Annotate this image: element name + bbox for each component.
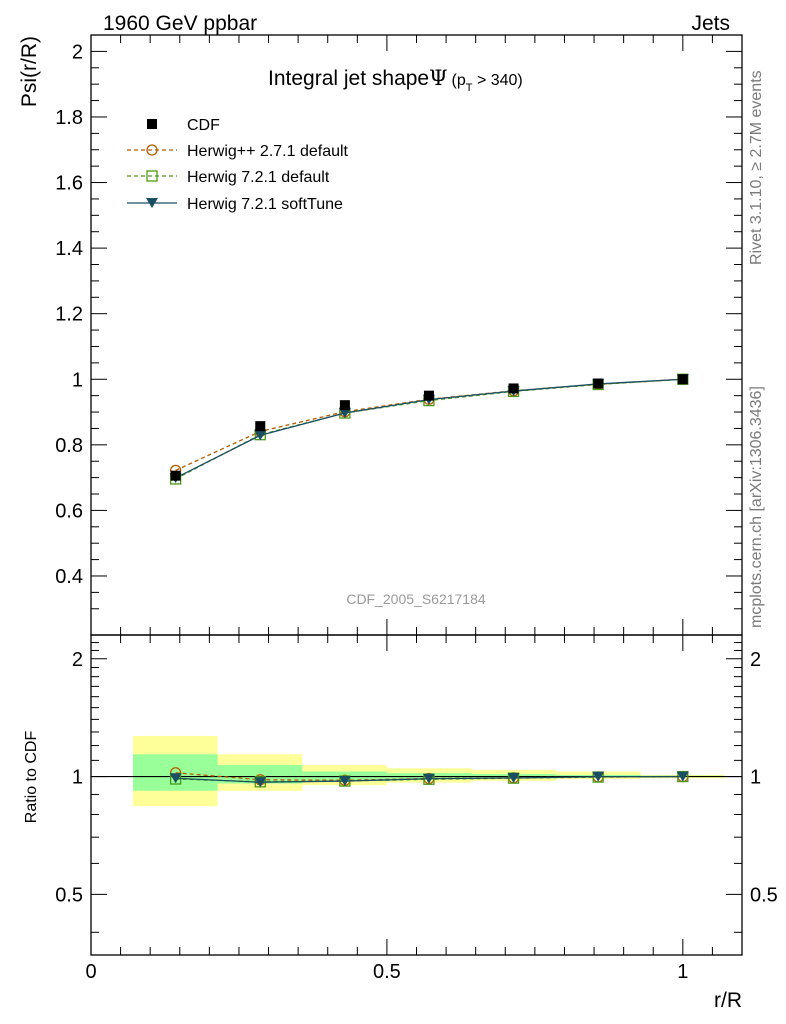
ratio-point-herwig-7-2-1-softtune xyxy=(254,777,267,788)
header-process-label: Jets xyxy=(691,12,730,35)
point-cdf xyxy=(677,374,688,385)
ratio-ytick-label-right: 0.5 xyxy=(750,884,778,906)
axis-ticks xyxy=(90,35,743,955)
ratio-y-axis-label: Ratio to CDF xyxy=(23,731,40,824)
ratio-point-herwig-7-2-1-softtune xyxy=(676,771,689,782)
legend-label-herwig-7-2-1-softtune: Herwig 7.2.1 softTune xyxy=(187,196,343,213)
main-ytick-label: 1.4 xyxy=(55,238,83,260)
title-main: Integral jet shape xyxy=(268,67,429,90)
axis-tick-labels: 0.4 0.6 0.8 1 1.2 1.4 1.6 1.8 2 0 0.5 1 0.5 0.5 1 1 2 2 xyxy=(55,41,778,983)
ratio-point-herwig-7-2-1-softtune xyxy=(338,776,351,787)
analysis-watermark: CDF_2005_S6217184 xyxy=(346,591,486,607)
band-green-0 xyxy=(133,754,218,791)
xtick-label: 1 xyxy=(677,961,688,983)
main-ytick-label: 1 xyxy=(72,369,83,391)
title-psi-symbol: Ψ xyxy=(429,66,447,90)
rivet-version-label: Rivet 3.1.10, ≥ 2.7M events xyxy=(748,70,765,265)
main-ytick-label: 1.6 xyxy=(55,173,83,195)
main-ytick-label: 0.6 xyxy=(55,500,83,522)
point-herwig-7-2-1-softtune xyxy=(338,408,351,419)
ratio-uncertainty-bands xyxy=(133,735,725,807)
title-pt-open: (p xyxy=(452,72,466,89)
point-cdf xyxy=(593,378,604,389)
point-cdf xyxy=(170,470,181,481)
ratio-point-herwig-7-2-1-softtune xyxy=(507,772,520,783)
main-ytick-label: 0.4 xyxy=(55,566,83,588)
x-axis-label: r/R xyxy=(714,989,742,1012)
legend-marker-cdf xyxy=(147,119,157,129)
title-pt-sub: T xyxy=(466,82,473,94)
mcplots-label: mcplots.cern.ch [arXiv:1306.3436] xyxy=(748,386,765,628)
ratio-point-herwig-7-2-1-softtune xyxy=(169,773,182,784)
ratio-ytick-label: 1 xyxy=(72,767,83,789)
ratio-ytick-label: 2 xyxy=(72,649,83,671)
ratio-ytick-label-right: 1 xyxy=(750,767,761,789)
point-cdf xyxy=(339,400,350,411)
point-cdf xyxy=(423,390,434,401)
legend-label-herwig-2-7-1-default: Herwig++ 2.7.1 default xyxy=(187,143,349,160)
ratio-point-herwig-7-2-1-softtune xyxy=(592,771,605,782)
main-ytick-label: 2 xyxy=(72,41,83,63)
xtick-label: 0 xyxy=(85,961,96,983)
ratio-ytick-label: 0.5 xyxy=(55,884,83,906)
point-cdf xyxy=(255,421,266,432)
point-cdf xyxy=(508,383,519,394)
xtick-label: 0.5 xyxy=(373,961,401,983)
point-herwig-7-2-1-softtune xyxy=(254,430,267,441)
y-axis-label: Psi(r/R) xyxy=(18,36,41,107)
legend-label-herwig-7-2-1-default: Herwig 7.2.1 default xyxy=(187,169,330,186)
legend-marker-herwig-2-7-1-default xyxy=(146,144,158,156)
title-pt-close: > 340) xyxy=(473,72,523,89)
header-energy-label: 1960 GeV ppbar xyxy=(103,12,257,35)
chart-title: Integral jet shapeΨ (pT > 340) xyxy=(268,66,523,94)
ratio-series xyxy=(169,767,689,788)
ratio-point-herwig-7-2-1-softtune xyxy=(422,773,435,784)
ratio-ytick-label-right: 2 xyxy=(750,649,761,671)
main-ytick-label: 1.8 xyxy=(55,107,83,129)
main-ytick-label: 1.2 xyxy=(55,304,83,326)
legend-label-cdf: CDF xyxy=(187,117,220,134)
legend-marker-herwig-7-2-1-default xyxy=(146,170,158,182)
legend-marker-herwig-7-2-1-softtune xyxy=(146,198,158,208)
main-ytick-label: 0.8 xyxy=(55,435,83,457)
legend: CDF Herwig++ 2.7.1 default Herwig 7.2.1 de… xyxy=(127,117,349,213)
main-series xyxy=(169,373,689,485)
